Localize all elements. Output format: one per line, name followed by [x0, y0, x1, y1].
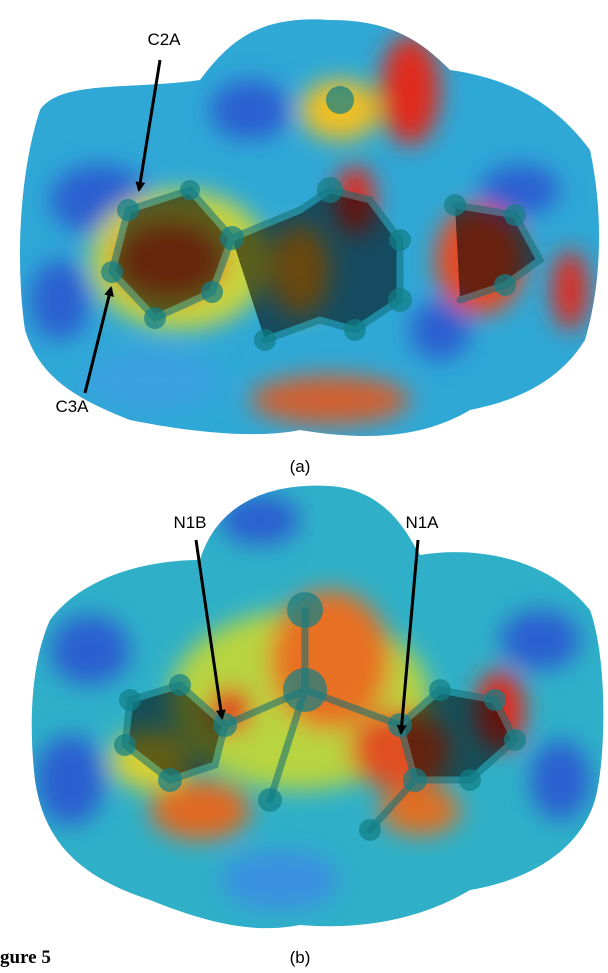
atom-label: C2A [147, 30, 181, 49]
panel-label: (b) [290, 948, 311, 967]
atom-label: C3A [55, 397, 89, 416]
panel-b-surface [0, 470, 608, 940]
atom-label: N1A [405, 513, 439, 532]
figure-caption: gure 5 [0, 947, 51, 968]
panel-a-surface [0, 0, 608, 460]
atom-label: N1B [173, 513, 206, 532]
figure: C2A C3A (a) N1B N1A (b) gure 5 [0, 0, 608, 973]
panel-label: (a) [290, 457, 311, 476]
